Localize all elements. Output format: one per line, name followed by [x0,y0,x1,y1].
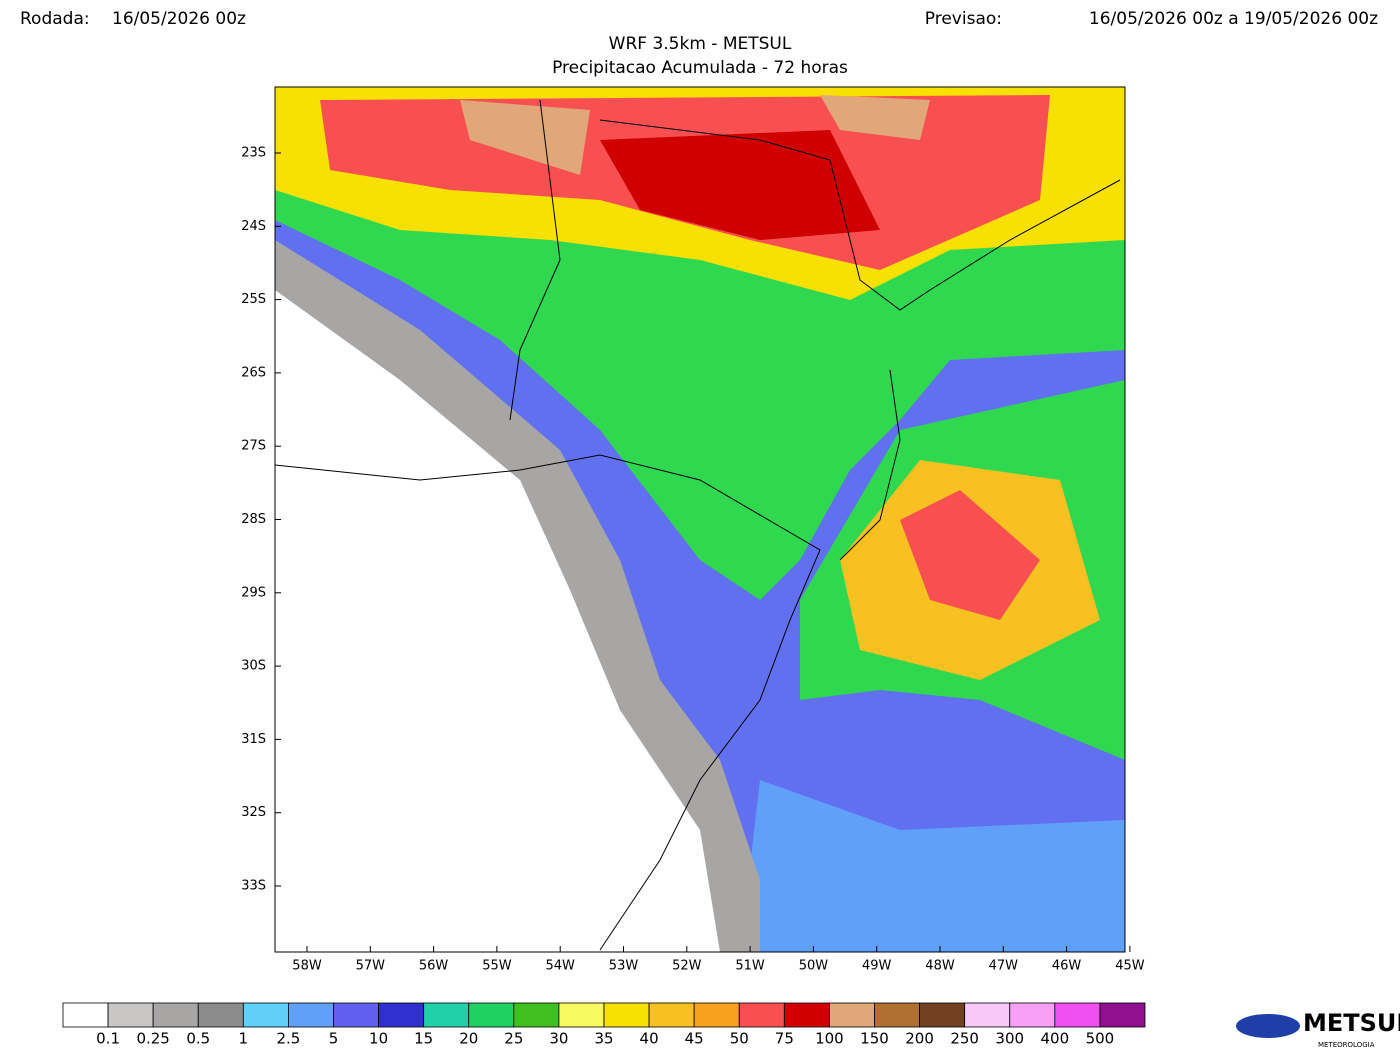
colorbar-label: 1 [239,1030,249,1048]
lat-label: 26S [241,365,266,380]
colorbar-swatch [919,1002,966,1028]
logo-name: METSUL [1303,1009,1400,1037]
colorbar-label: 200 [905,1030,934,1048]
colorbar-swatch [513,1002,560,1028]
colorbar-label: 0.5 [186,1030,210,1048]
colorbar-swatch [874,1002,920,1028]
colorbar-label: 0.25 [136,1030,169,1048]
lon-label: 49W [862,959,892,974]
colorbar-swatch [242,1002,289,1028]
colorbar-label: 20 [459,1030,478,1048]
colorbar-label: 30 [549,1030,568,1048]
forecast-label: Previsao: [925,9,1002,29]
colorbar-swatch [693,1002,740,1028]
colorbar-swatch [333,1002,379,1028]
colorbar-label: 15 [414,1030,433,1048]
lat-label: 32S [241,805,266,820]
colorbar-swatch [423,1002,470,1028]
lon-label: 52W [672,959,702,974]
lon-label: 57W [356,959,386,974]
lat-label: 25S [241,292,266,307]
lon-label: 58W [292,959,322,974]
run-label: Rodada: [20,9,90,29]
colorbar-label: 100 [815,1030,844,1048]
lon-label: 48W [925,959,955,974]
colorbar-label: 400 [1041,1030,1070,1048]
lat-label: 24S [241,219,266,234]
lat-label: 30S [241,659,266,674]
precip-field [275,87,1125,952]
lat-label: 28S [241,512,266,527]
lon-label: 53W [609,959,639,974]
logo-globe [1236,1014,1300,1038]
lat-label: 31S [241,732,266,747]
colorbar-swatch [107,1002,154,1028]
colorbar-swatch [603,1002,650,1028]
lat-label: 23S [241,146,266,161]
colorbar-swatch [62,1002,109,1028]
colorbar-label: 0.1 [96,1030,120,1048]
colorbar-label: 150 [860,1030,889,1048]
colorbar-label: 300 [995,1030,1024,1048]
colorbar-label: 25 [504,1030,523,1048]
colorbar-swatch [1099,1002,1146,1028]
run-value: 16/05/2026 00z [112,9,246,29]
colorbar-label: 10 [369,1030,388,1048]
colorbar-label: 250 [950,1030,979,1048]
colorbar-label: 5 [329,1030,339,1048]
forecast-value: 16/05/2026 00z a 19/05/2026 00z [1089,9,1378,29]
colorbar-swatch [738,1002,785,1028]
colorbar-label: 35 [594,1030,613,1048]
colorbar-label: 500 [1086,1030,1115,1048]
title: WRF 3.5km - METSUL [609,34,792,54]
colorbar-label: 75 [775,1030,794,1048]
lon-label: 47W [989,959,1019,974]
lat-label: 27S [241,439,266,454]
colorbar-label: 45 [685,1030,704,1048]
colorbar-swatch [197,1002,244,1028]
colorbar-swatch [829,1002,875,1028]
lon-label: 45W [1115,959,1145,974]
colorbar-swatch [648,1002,695,1028]
lon-label: 46W [1052,959,1082,974]
colorbar-label: 50 [730,1030,749,1048]
colorbar-swatch [468,1002,515,1028]
logo-tagline: METEOROLOGIA [1318,1041,1375,1049]
lon-label: 51W [735,959,765,974]
colorbar-swatch [1009,1002,1056,1028]
lon-label: 50W [799,959,829,974]
colorbar-swatch [152,1002,199,1028]
lon-label: 55W [482,959,512,974]
colorbar-swatch [783,1002,830,1028]
colorbar-swatch [1054,1002,1101,1028]
lat-label: 33S [241,879,266,894]
colorbar-swatch [964,1002,1011,1028]
colorbar-swatch [288,1002,334,1028]
subtitle: Precipitacao Acumulada - 72 horas [552,58,848,78]
colorbar-label: 40 [640,1030,659,1048]
lon-label: 56W [419,959,449,974]
colorbar-label: 2.5 [276,1030,300,1048]
colorbar-swatch [558,1002,605,1028]
lon-label: 54W [545,959,575,974]
colorbar-swatch [378,1002,425,1028]
lat-label: 29S [241,585,266,600]
